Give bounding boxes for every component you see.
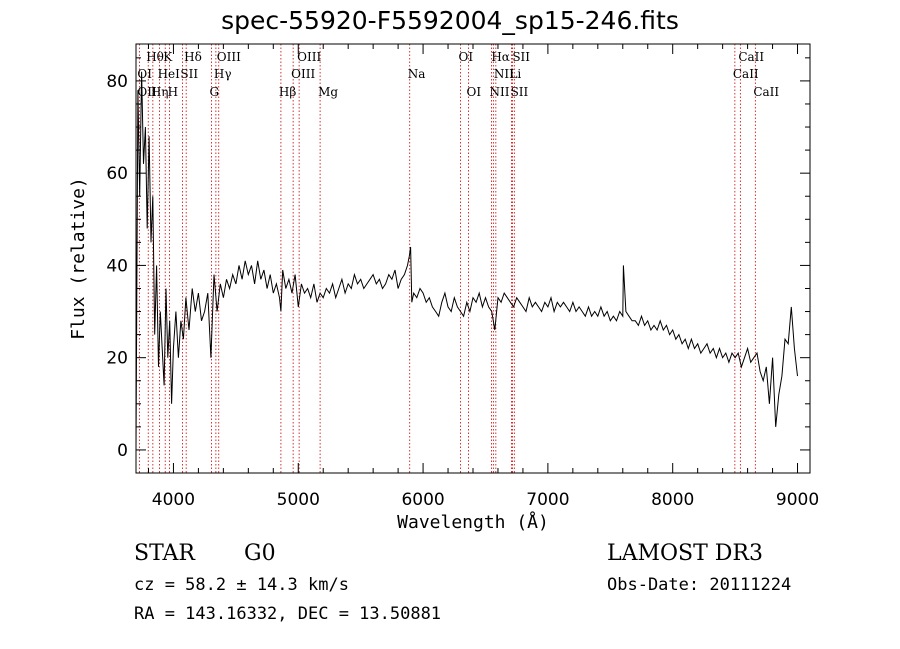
y-tick-label: 60 xyxy=(106,164,128,184)
spectral-line-label: Mg xyxy=(318,85,338,99)
spectral-line-label: OI xyxy=(459,50,474,64)
x-tick-label: 8000 xyxy=(651,490,694,510)
spectral-line-label: Hα xyxy=(491,50,510,64)
x-tick-label: 6000 xyxy=(401,490,444,510)
spectrum-line xyxy=(135,71,798,450)
coordinates: RA = 143.16332, DEC = 13.50881 xyxy=(134,604,442,624)
y-tick-label: 20 xyxy=(106,349,128,369)
spectral-line-label: NII xyxy=(494,67,514,81)
spectral-line-label: OIII xyxy=(217,50,241,64)
x-tick-label: 7000 xyxy=(526,490,569,510)
spectral-line-label: SII xyxy=(180,67,198,81)
redshift-info: cz = 58.2 ± 14.3 km/s xyxy=(134,575,349,595)
plot-frame xyxy=(135,43,811,474)
object-subclass: G0 xyxy=(244,541,276,566)
spectral-line-label: Hδ xyxy=(184,50,202,64)
spectral-line-label: CaII xyxy=(753,85,779,99)
y-tick-label: 40 xyxy=(106,256,128,276)
spectral-line-label: Na xyxy=(408,67,426,81)
spectral-line-label: OI xyxy=(467,85,482,99)
spectral-line-label: G xyxy=(210,85,220,99)
object-class: STAR xyxy=(134,541,195,566)
axis-ticks: 4000 5000 6000 7000 8000 9000 0 20 40 60 80 xyxy=(106,44,819,510)
spectral-line-label: H xyxy=(168,85,178,99)
y-tick-label: 0 xyxy=(117,441,128,461)
spectral-line-label: HeI xyxy=(158,67,181,81)
spectral-line-label: OI xyxy=(137,67,152,81)
x-tick-label: 9000 xyxy=(776,490,819,510)
spectral-line-label: CaII xyxy=(738,50,764,64)
x-tick-label: 5000 xyxy=(277,490,320,510)
spectral-line-markers xyxy=(138,44,756,473)
survey-name: LAMOST DR3 xyxy=(607,541,763,566)
spectral-line-label: SII xyxy=(511,85,529,99)
obs-date: Obs-Date: 20111224 xyxy=(607,575,792,595)
x-axis-label: Wavelength (Å) xyxy=(397,511,549,533)
spectral-line-label: OIII xyxy=(291,67,315,81)
spectral-line-label: Li xyxy=(509,67,521,81)
spectral-line-label: Hβ xyxy=(279,85,296,99)
x-tick-label: 4000 xyxy=(152,490,195,510)
spectral-line-label: Hθ xyxy=(146,50,164,64)
spectral-line-label: CaII xyxy=(733,67,759,81)
y-axis-label: Flux (relative) xyxy=(68,177,89,340)
spectral-line-label: K xyxy=(163,50,173,64)
spectral-line-label: NII xyxy=(489,85,509,99)
spectral-line-label: OIII xyxy=(297,50,321,64)
chart-title: spec-55920-F5592004_sp15-246.fits xyxy=(221,6,679,35)
spectral-line-label: SII xyxy=(512,50,530,64)
spectral-line-label: Hγ xyxy=(214,67,232,81)
y-tick-label: 80 xyxy=(106,72,128,92)
spectral-line-label: Hη xyxy=(151,85,169,99)
